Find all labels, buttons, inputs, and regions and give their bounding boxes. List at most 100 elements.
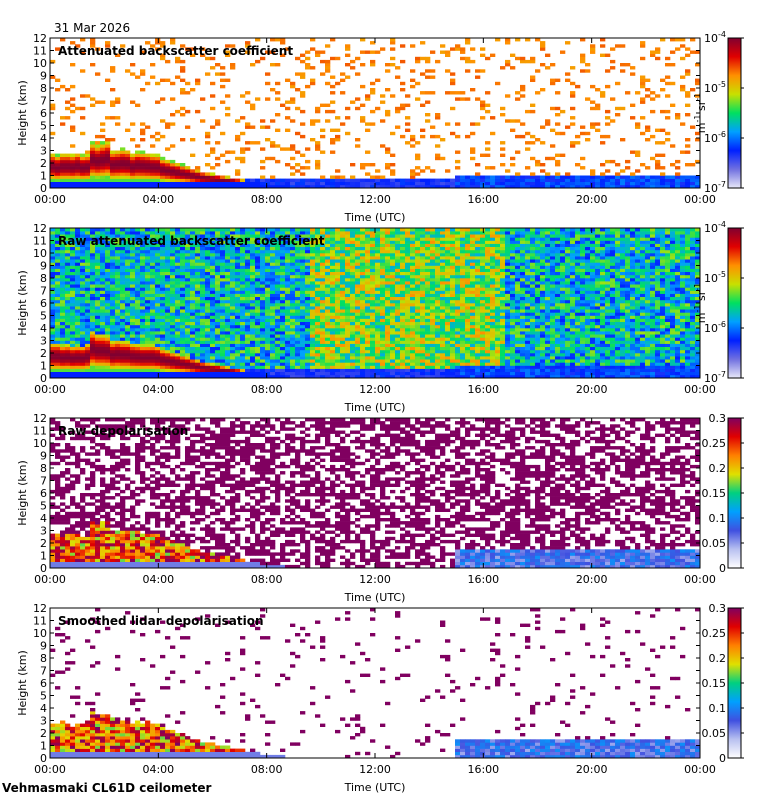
heatmap-cell <box>225 50 231 54</box>
heatmap-cell <box>200 47 206 51</box>
heatmap-cell <box>65 324 71 329</box>
heatmap-cell <box>290 334 296 338</box>
heatmap-cell <box>265 72 271 76</box>
heatmap-cell <box>195 318 201 322</box>
heatmap-cell <box>145 374 151 379</box>
heatmap-cell <box>70 169 76 173</box>
heatmap-cell <box>300 237 306 241</box>
heatmap-cell <box>270 306 276 310</box>
heatmap-cell <box>630 116 636 120</box>
heatmap-cell <box>370 163 376 167</box>
heatmap-cell <box>215 365 221 369</box>
heatmap-cell <box>240 362 246 366</box>
heatmap-cell <box>650 91 656 95</box>
heatmap-cell <box>285 324 291 329</box>
heatmap-cell <box>455 44 461 48</box>
heatmap-cell <box>310 365 316 369</box>
heatmap-cell <box>420 169 426 173</box>
heatmap-cell <box>340 318 346 322</box>
heatmap-cell <box>205 331 211 335</box>
heatmap-cell <box>390 63 396 67</box>
heatmap-cell <box>375 331 381 335</box>
heatmap-cell <box>255 299 261 304</box>
heatmap-cell <box>190 303 196 307</box>
heatmap-cell <box>115 100 121 104</box>
heatmap-cell <box>80 131 86 136</box>
heatmap-cell <box>185 315 191 319</box>
heatmap-cell <box>370 328 376 332</box>
heatmap-cell <box>220 343 226 347</box>
heatmap-cell <box>200 181 206 186</box>
heatmap-cell <box>560 109 566 114</box>
heatmap-cell <box>435 153 441 157</box>
heatmap-cell <box>325 181 331 186</box>
heatmap-cell <box>50 368 56 372</box>
heatmap-cell <box>520 122 526 126</box>
heatmap-cell <box>250 293 256 297</box>
heatmap-cell <box>160 281 166 285</box>
heatmap-cell <box>90 368 96 372</box>
heatmap-cell <box>550 184 556 189</box>
heatmap-cell <box>155 159 161 164</box>
heatmap-cell <box>140 175 146 179</box>
heatmap-cell <box>290 119 296 123</box>
heatmap-cell <box>155 331 161 335</box>
heatmap-cell <box>365 253 371 257</box>
heatmap-cell <box>350 324 356 329</box>
heatmap-cell <box>385 349 391 354</box>
heatmap-cell <box>70 328 76 332</box>
heatmap-cell <box>355 346 361 351</box>
heatmap-cell <box>280 324 286 329</box>
heatmap-cell <box>140 150 146 154</box>
heatmap-cell <box>220 184 226 189</box>
heatmap-cell <box>170 312 176 316</box>
heatmap-cell <box>305 234 311 238</box>
heatmap-cell <box>415 172 421 176</box>
y-tick-label: 11 <box>33 45 47 58</box>
heatmap-cell <box>375 356 381 360</box>
heatmap-cell <box>260 362 266 366</box>
heatmap-cell <box>615 172 621 176</box>
heatmap-cell <box>155 234 161 238</box>
heatmap-cell <box>300 296 306 301</box>
heatmap-cell <box>180 353 186 357</box>
heatmap-cell <box>120 321 126 326</box>
heatmap-cell <box>240 240 246 244</box>
heatmap-cell <box>270 181 276 186</box>
heatmap-cell <box>350 362 356 366</box>
heatmap-cell <box>320 324 326 329</box>
heatmap-cell <box>155 293 161 297</box>
heatmap-cell <box>390 94 396 98</box>
heatmap-cell <box>305 340 311 344</box>
heatmap-cell <box>270 340 276 344</box>
heatmap-cell <box>215 249 221 254</box>
heatmap-cell <box>180 106 186 111</box>
heatmap-cell <box>380 365 386 369</box>
heatmap-cell <box>190 228 196 232</box>
heatmap-cell <box>265 178 271 182</box>
heatmap-cell <box>305 359 311 363</box>
heatmap-cell <box>80 94 86 98</box>
heatmap-cell <box>85 265 91 269</box>
heatmap-cell <box>285 346 291 351</box>
heatmap-cell <box>365 231 371 235</box>
heatmap-cell <box>380 281 386 285</box>
y-axis-label: Height (km) <box>16 80 29 146</box>
heatmap-cell <box>60 172 66 176</box>
heatmap-cell <box>145 353 151 357</box>
heatmap-cell <box>295 262 301 266</box>
heatmap-cell <box>55 356 61 360</box>
heatmap-cell <box>250 312 256 316</box>
heatmap-cell <box>80 365 86 369</box>
heatmap-cell <box>355 184 361 189</box>
heatmap-cell <box>335 318 341 322</box>
heatmap-cell <box>165 240 171 244</box>
heatmap-cell <box>645 78 651 82</box>
heatmap-cell <box>220 265 226 269</box>
heatmap-cell <box>315 318 321 322</box>
heatmap-cell <box>315 159 321 164</box>
heatmap-cell <box>375 240 381 244</box>
heatmap-cell <box>330 237 336 241</box>
heatmap-cell <box>360 265 366 269</box>
heatmap-cell <box>285 312 291 316</box>
